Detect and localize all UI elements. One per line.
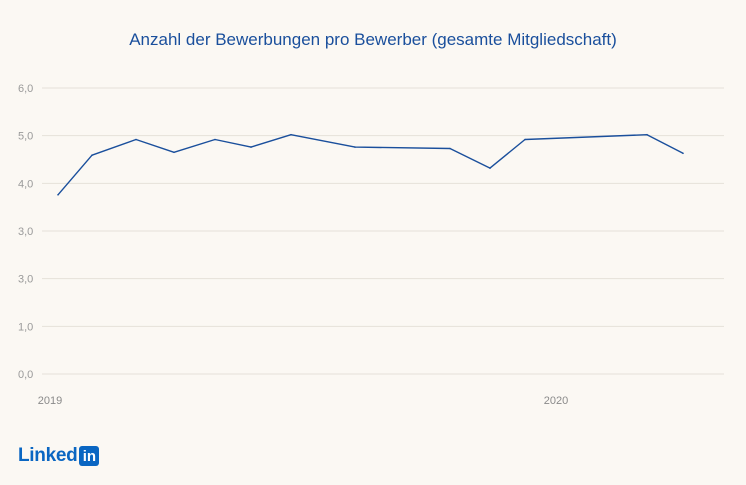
data-point	[354, 146, 356, 148]
data-point	[646, 133, 648, 136]
linkedin-logo: Linked in	[18, 444, 100, 468]
y-tick-label: 3,0	[18, 274, 33, 286]
data-point	[214, 138, 216, 141]
chart-title: Anzahl der Bewerbungen pro Bewerber (ges…	[129, 30, 617, 49]
x-tick-label: 2019	[38, 395, 62, 407]
data-point	[91, 154, 93, 156]
series-line	[57, 133, 684, 196]
data-point	[173, 151, 175, 154]
data-point	[290, 133, 292, 136]
data-point	[524, 138, 526, 141]
y-tick-label: 3,0	[18, 226, 33, 238]
data-point	[250, 146, 252, 148]
data-point	[682, 152, 684, 155]
x-tick-label: 2020	[544, 395, 568, 407]
data-point	[489, 167, 491, 169]
linkedin-logo-box: in	[79, 446, 100, 466]
data-point	[449, 147, 451, 150]
y-tick-label: 6,0	[18, 83, 33, 95]
y-tick-label: 4,0	[18, 178, 33, 190]
data-point	[135, 138, 137, 141]
linkedin-logo-word: Linked	[18, 445, 78, 466]
y-tick-label: 5,0	[18, 131, 33, 143]
y-tick-label: 0,0	[18, 369, 33, 381]
y-tick-label: 1,0	[18, 321, 33, 333]
data-point	[57, 194, 59, 196]
